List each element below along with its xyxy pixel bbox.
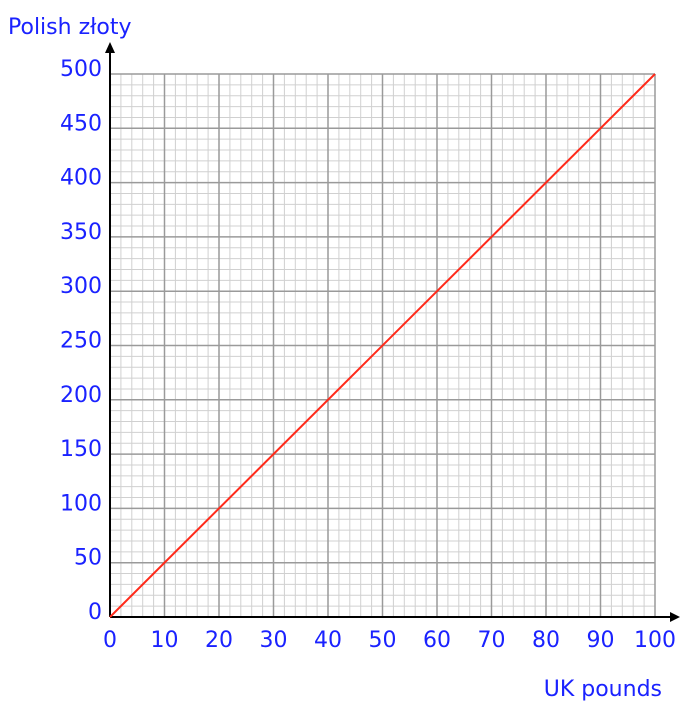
x-tick-label: 100 [634, 628, 676, 653]
x-tick-label: 70 [478, 628, 506, 653]
y-tick-label: 250 [60, 329, 102, 354]
y-tick-label: 400 [60, 166, 102, 191]
x-tick-label: 60 [423, 628, 451, 653]
x-tick-label: 20 [205, 628, 233, 653]
x-tick-label: 30 [260, 628, 288, 653]
y-tick-label: 200 [60, 383, 102, 408]
y-tick-label: 0 [88, 600, 102, 625]
y-axis-arrow [105, 42, 115, 53]
y-tick-label: 100 [60, 491, 102, 516]
x-tick-label: 50 [369, 628, 397, 653]
y-axis-label: Polish złoty [8, 15, 131, 40]
y-tick-label: 300 [60, 274, 102, 299]
x-tick-label: 90 [587, 628, 615, 653]
x-axis-arrow [670, 612, 680, 622]
y-tick-label: 150 [60, 437, 102, 462]
y-tick-label: 50 [74, 546, 102, 571]
y-tick-label: 500 [60, 57, 102, 82]
y-tick-label: 350 [60, 220, 102, 245]
x-tick-label: 40 [314, 628, 342, 653]
y-tick-label: 450 [60, 111, 102, 136]
line [109, 73, 656, 618]
x-axis-label: UK pounds [544, 677, 662, 702]
x-tick-label: 0 [103, 628, 117, 653]
x-tick-label: 10 [151, 628, 179, 653]
x-tick-label: 80 [532, 628, 560, 653]
